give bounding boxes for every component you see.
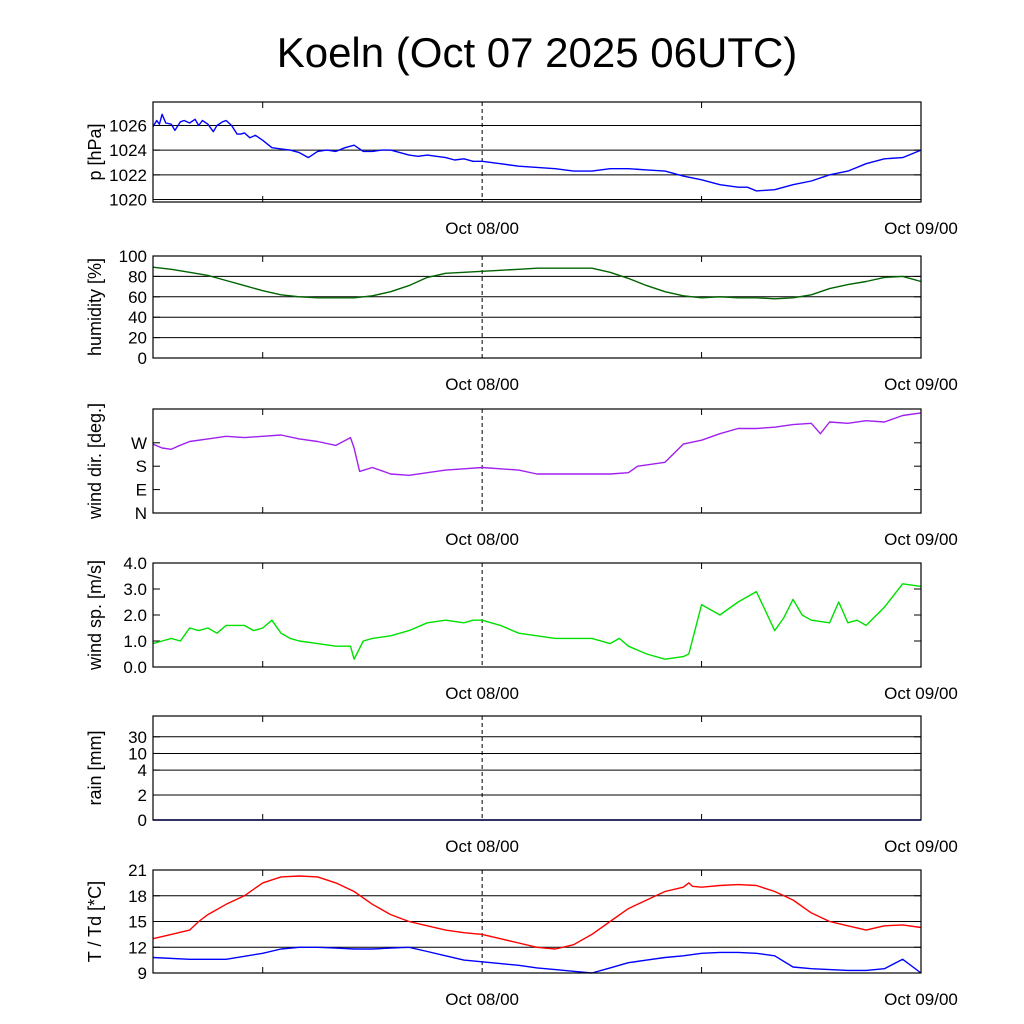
rain-ytick-label-4: 30 (128, 728, 147, 747)
temperature-ylabel: T / Td [*C] (85, 881, 105, 962)
pressure-ytick-label-1: 1022 (109, 166, 147, 185)
wind-speed-frame (152, 562, 922, 668)
wind-direction-frame (152, 408, 922, 514)
humidity-ytick-label-2: 40 (128, 308, 147, 327)
temperature-ytick-label-4: 21 (128, 861, 147, 880)
wind-direction-ylabel: wind dir. [deg.] (85, 403, 105, 520)
temperature-ytick-label-0: 9 (138, 964, 147, 983)
wind-direction-xtick-label-0: Oct 08/00 (445, 530, 519, 549)
humidity-xtick-label-1: Oct 09/00 (884, 375, 958, 394)
rain-xtick-label-1: Oct 09/00 (884, 837, 958, 856)
pressure-xtick-label-0: Oct 08/00 (445, 219, 519, 238)
pressure-ytick-label-2: 1024 (109, 141, 147, 160)
wind-direction-xtick-label-1: Oct 09/00 (884, 530, 958, 549)
wind-speed-ytick-label-4: 4.0 (123, 554, 147, 573)
pressure-ylabel: p [hPa] (85, 123, 105, 180)
rain-ytick-label-2: 4 (138, 761, 147, 780)
temperature-series-1 (152, 946, 922, 974)
wind-direction-ytick-label-0: N (135, 504, 147, 523)
panel-temperature: 9 12 15 18 21 T / Td [*C] Oct 08/00 Oct 09/00 (85, 861, 958, 1009)
rain-xtick-label-0: Oct 08/00 (445, 837, 519, 856)
wind-direction-series-0 (152, 412, 922, 476)
wind-direction-ytick-label-1: E (136, 481, 147, 500)
humidity-ytick-label-4: 80 (128, 267, 147, 286)
temperature-xtick-label-1: Oct 09/00 (884, 990, 958, 1009)
rain-ytick-label-3: 10 (128, 744, 147, 763)
humidity-xtick-label-0: Oct 08/00 (445, 375, 519, 394)
chart-title: Koeln (Oct 07 2025 06UTC) (277, 29, 798, 76)
wind-speed-ytick-label-3: 3.0 (123, 580, 147, 599)
humidity-ytick-label-3: 60 (128, 288, 147, 307)
wind-direction-ytick-label-3: W (131, 434, 147, 453)
temperature-ytick-label-1: 12 (128, 938, 147, 957)
humidity-frame (152, 255, 922, 359)
humidity-series-0 (152, 266, 922, 300)
rain-ylabel: rain [mm] (85, 730, 105, 805)
temperature-ytick-label-3: 18 (128, 887, 147, 906)
pressure-ytick-label-0: 1020 (109, 191, 147, 210)
temperature-ytick-label-2: 15 (128, 913, 147, 932)
humidity-ylabel: humidity [%] (85, 258, 105, 356)
rain-frame (152, 715, 922, 821)
wind-speed-ylabel: wind sp. [m/s] (85, 560, 105, 671)
wind-speed-ytick-label-2: 2.0 (123, 606, 147, 625)
rain-ytick-label-1: 2 (138, 786, 147, 805)
panel-wind-speed: 0.0 1.0 2.0 3.0 4.0 wind sp. [m/s] Oct 08/00 Oc… (85, 554, 958, 703)
wind-speed-xtick-label-1: Oct 09/00 (884, 684, 958, 703)
pressure-ytick-label-3: 1026 (109, 116, 147, 135)
temperature-series-0 (152, 875, 922, 950)
pressure-frame (152, 101, 922, 203)
humidity-ytick-label-5: 100 (119, 247, 147, 266)
wind-speed-ytick-label-0: 0.0 (123, 658, 147, 677)
wind-speed-xtick-label-0: Oct 08/00 (445, 684, 519, 703)
temperature-frame (152, 869, 922, 974)
humidity-ytick-label-0: 0 (138, 349, 147, 368)
rain-ytick-label-0: 0 (138, 811, 147, 830)
pressure-series-0 (152, 113, 922, 192)
pressure-xtick-label-1: Oct 09/00 (884, 219, 958, 238)
wind-speed-series-0 (152, 583, 922, 660)
wind-speed-ytick-label-1: 1.0 (123, 632, 147, 651)
temperature-xtick-label-0: Oct 08/00 (445, 990, 519, 1009)
wind-direction-ytick-label-2: S (136, 457, 147, 476)
humidity-ytick-label-1: 20 (128, 329, 147, 348)
